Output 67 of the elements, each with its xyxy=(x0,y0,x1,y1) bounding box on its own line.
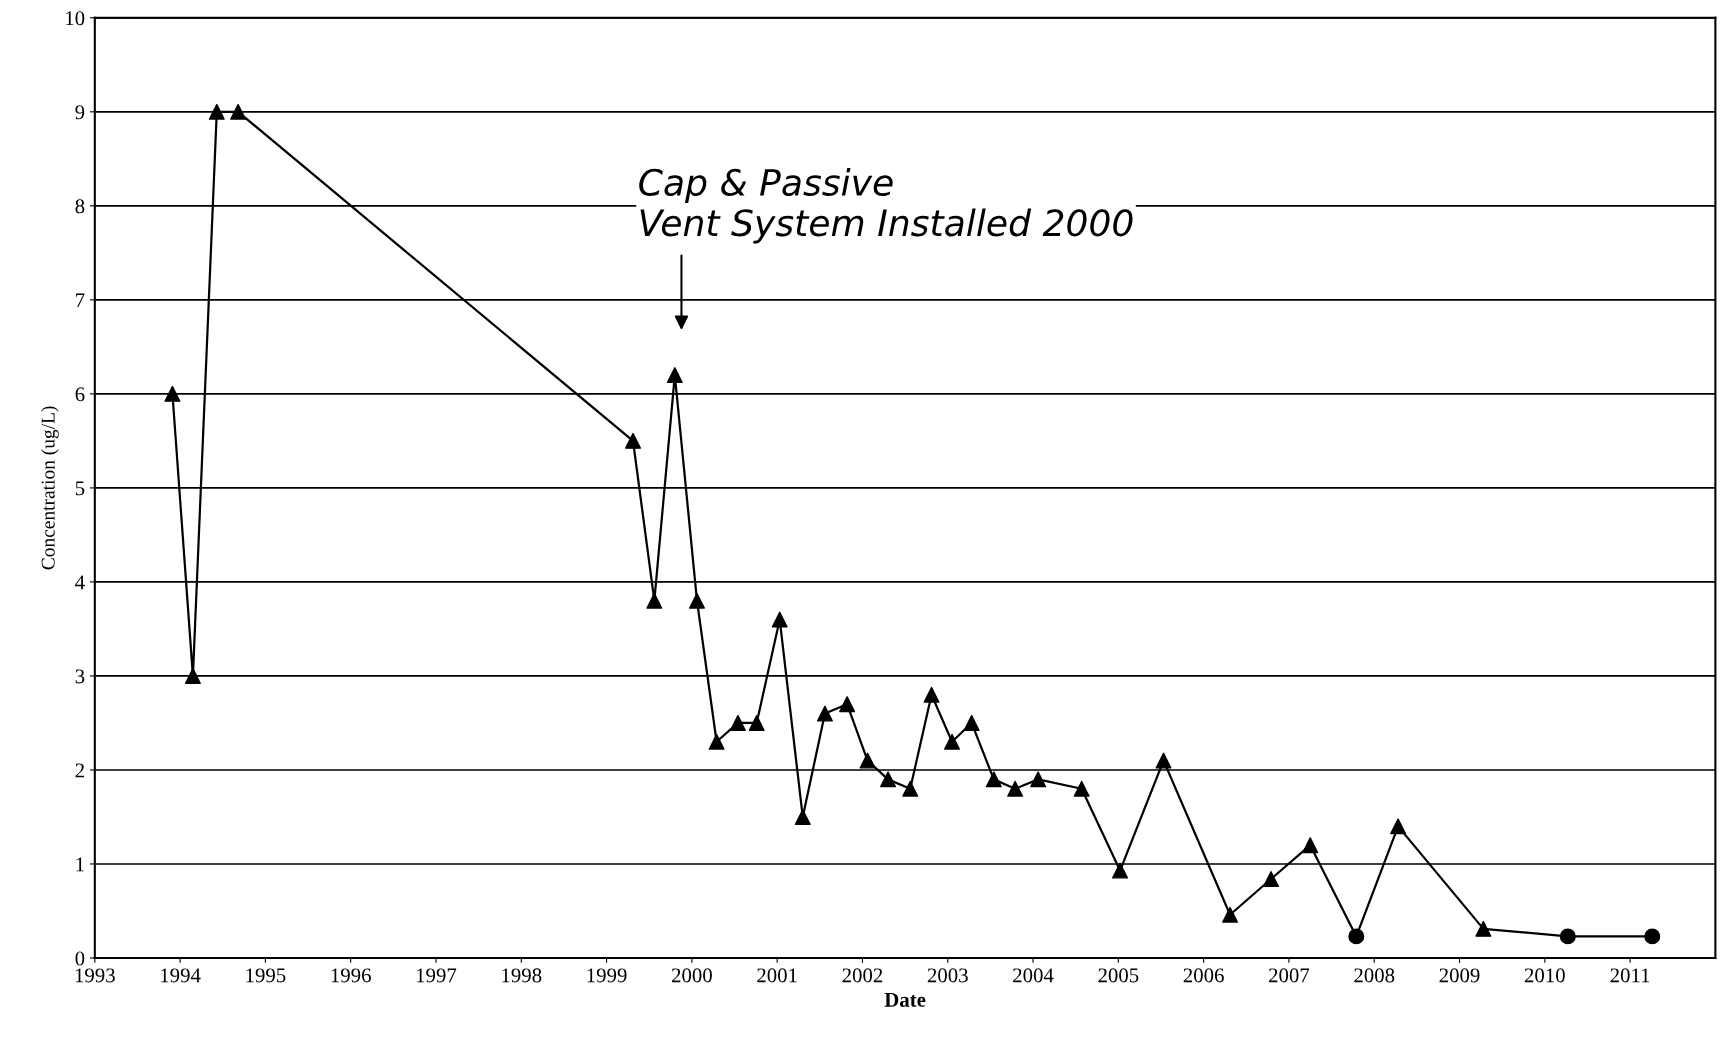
y-axis-title: Concentration (ug/L) xyxy=(41,406,59,570)
point xyxy=(794,808,811,825)
y-tick-label: 5 xyxy=(75,481,85,496)
point xyxy=(208,103,225,120)
point xyxy=(816,705,833,722)
x-tick-label: 2006 xyxy=(1183,968,1224,983)
y-tick-label: 6 xyxy=(75,387,85,402)
point xyxy=(985,771,1002,788)
point xyxy=(1155,752,1172,769)
y-tick-label: 8 xyxy=(75,199,85,214)
point xyxy=(923,686,940,703)
point xyxy=(1222,906,1239,923)
point xyxy=(1030,771,1047,788)
point xyxy=(1475,920,1492,937)
y-tick-label: 3 xyxy=(75,669,85,684)
point xyxy=(839,696,856,713)
x-axis-title: Date xyxy=(884,992,926,1007)
point xyxy=(1007,780,1024,797)
point xyxy=(963,714,980,731)
point xyxy=(944,733,960,750)
point xyxy=(902,780,919,797)
x-tick-label: 2007 xyxy=(1269,968,1310,983)
y-tick-label: 9 xyxy=(75,105,85,120)
x-tick-label: 1999 xyxy=(587,968,627,983)
y-tick-label: 0 xyxy=(75,951,85,966)
x-tick-label: 2001 xyxy=(757,968,797,983)
point xyxy=(1390,818,1407,835)
x-tick-label: 1994 xyxy=(161,968,201,983)
x-tick-label: 2000 xyxy=(671,968,712,983)
x-tick-label: 2003 xyxy=(927,968,968,983)
annotation: Cap & Passive Vent System Installed 2000 xyxy=(639,168,1133,244)
point xyxy=(184,667,201,684)
point xyxy=(1644,928,1661,945)
point xyxy=(1073,780,1090,797)
y-tick-label: 4 xyxy=(75,575,85,590)
point xyxy=(625,432,641,449)
point xyxy=(880,771,897,788)
y-tick-label: 2 xyxy=(75,763,84,778)
y-tick-label: 7 xyxy=(76,293,85,308)
x-tick-label: 2010 xyxy=(1524,968,1565,983)
x-tick-label: 2011 xyxy=(1610,968,1650,983)
x-tick-label: 2002 xyxy=(842,968,883,983)
point xyxy=(729,714,746,731)
x-tick-label: 1996 xyxy=(331,968,371,983)
point xyxy=(1559,928,1576,945)
point xyxy=(859,752,876,769)
x-tick-label: 1993 xyxy=(75,968,115,983)
x-tick-label: 2005 xyxy=(1098,968,1139,983)
point xyxy=(164,385,181,402)
point xyxy=(1348,928,1365,945)
point xyxy=(689,592,705,609)
x-tick-label: 2008 xyxy=(1354,968,1395,983)
point xyxy=(708,733,725,750)
point xyxy=(1112,862,1129,879)
point xyxy=(748,714,765,731)
y-tick-label: 10 xyxy=(66,11,85,26)
point xyxy=(666,367,683,384)
point xyxy=(230,103,247,120)
x-tick-label: 2004 xyxy=(1013,968,1054,983)
x-tick-label: 2009 xyxy=(1439,968,1480,983)
point xyxy=(1302,837,1319,854)
x-tick-label: 1998 xyxy=(502,968,542,983)
x-tick-label: 1995 xyxy=(246,968,286,983)
y-tick-label: 1 xyxy=(76,857,84,872)
point xyxy=(771,611,788,628)
point xyxy=(1263,871,1279,888)
x-tick-label: 1997 xyxy=(416,968,457,983)
